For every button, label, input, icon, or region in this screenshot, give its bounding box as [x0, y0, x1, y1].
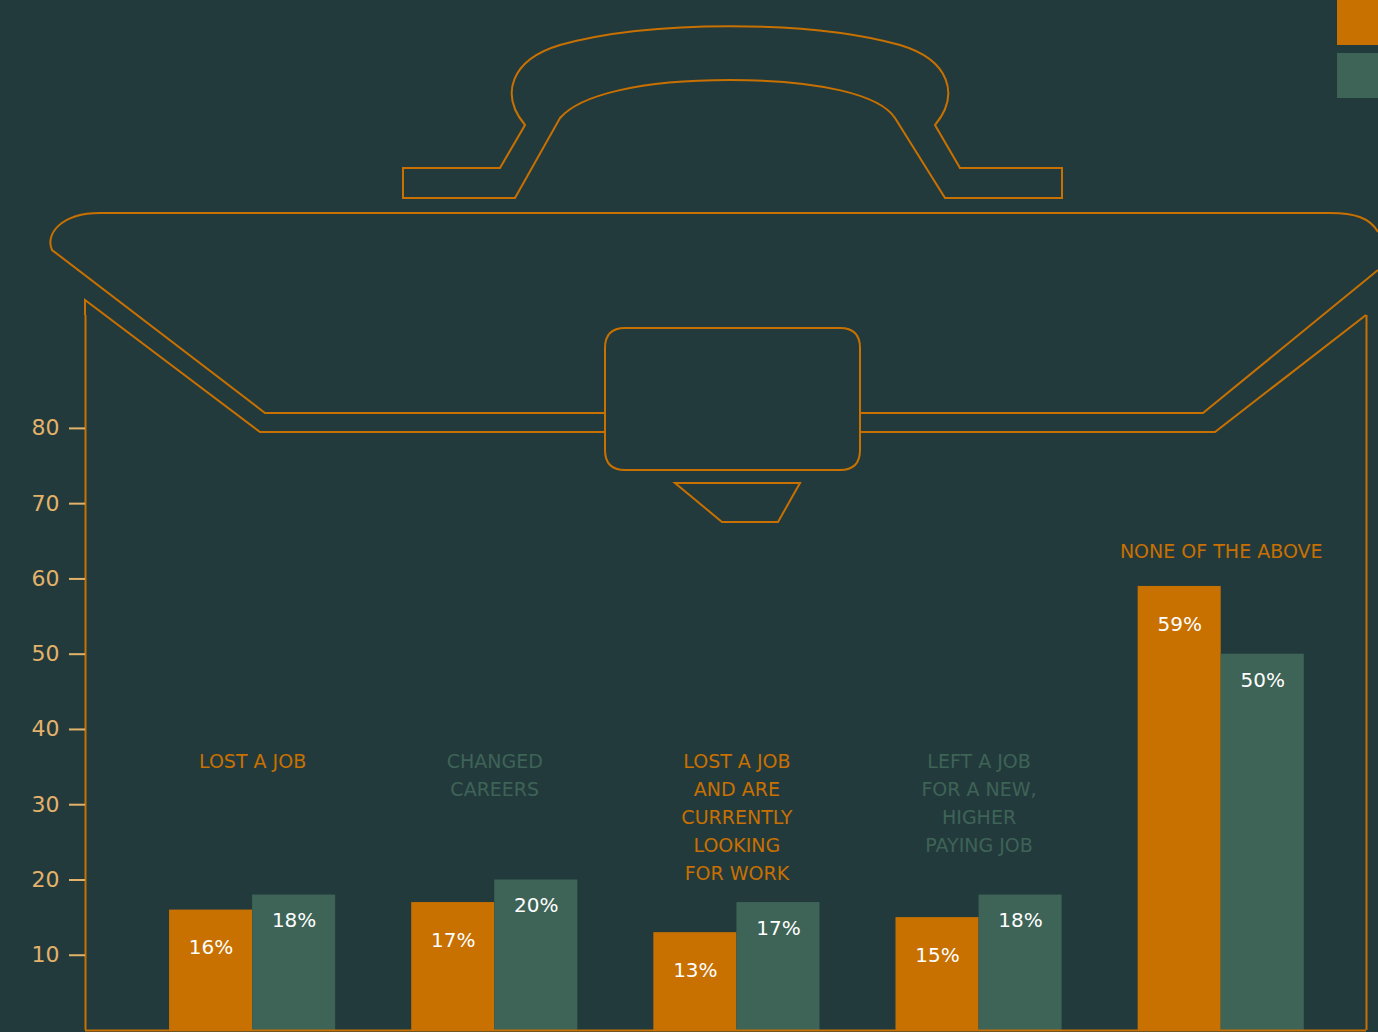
svg-text:18%: 18%	[272, 908, 316, 932]
svg-text:15%: 15%	[915, 943, 959, 967]
svg-text:80: 80	[32, 415, 60, 440]
svg-text:50: 50	[32, 641, 60, 666]
svg-text:16%: 16%	[189, 935, 233, 959]
svg-text:20: 20	[32, 867, 60, 892]
svg-text:18%: 18%	[998, 908, 1042, 932]
svg-text:59%: 59%	[1157, 612, 1201, 636]
svg-text:LEFT A JOBFOR A NEW,HIGHERPAYI: LEFT A JOBFOR A NEW,HIGHERPAYING JOB	[921, 750, 1036, 856]
svg-text:17%: 17%	[431, 928, 475, 952]
svg-text:20%: 20%	[514, 893, 558, 917]
svg-text:70: 70	[32, 491, 60, 516]
svg-text:LOST A JOB: LOST A JOB	[199, 750, 306, 772]
svg-text:LOST A JOBAND ARECURRENTLYLOOK: LOST A JOBAND ARECURRENTLYLOOKINGFOR WOR…	[681, 750, 792, 884]
svg-text:17%: 17%	[756, 916, 800, 940]
svg-text:40: 40	[32, 716, 60, 741]
svg-text:13%: 13%	[673, 958, 717, 982]
svg-text:NONE OF THE ABOVE: NONE OF THE ABOVE	[1120, 540, 1323, 562]
svg-text:10: 10	[32, 942, 60, 967]
svg-text:50%: 50%	[1241, 668, 1285, 692]
svg-text:30: 30	[32, 792, 60, 817]
svg-text:CHANGEDCAREERS: CHANGEDCAREERS	[447, 750, 543, 800]
svg-text:60: 60	[32, 566, 60, 591]
